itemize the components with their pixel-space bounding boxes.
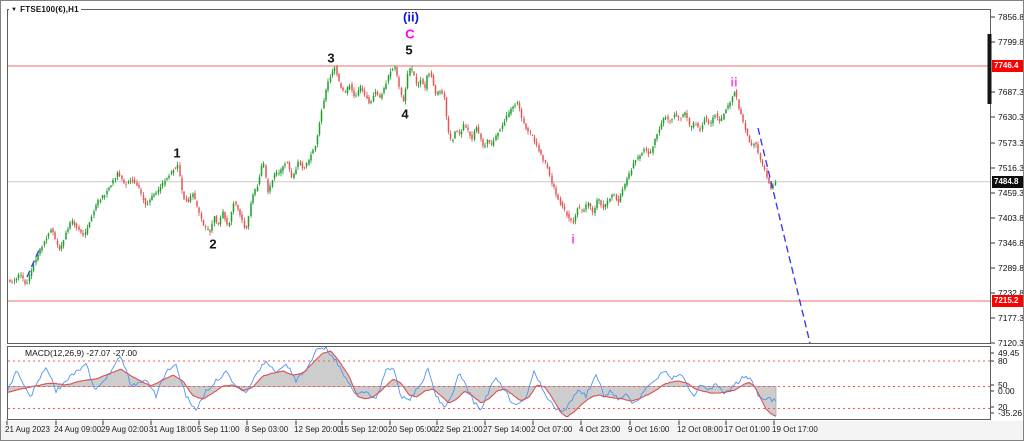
wave-label-i[interactable]: i [571, 231, 575, 247]
time-label[interactable]: 27 Sep 14:00 [483, 425, 531, 434]
price-tick-label: 7516.3 [998, 163, 1024, 173]
time-label[interactable]: 29 Aug 02:00 [101, 425, 149, 434]
scale-range-bar[interactable] [987, 34, 992, 104]
time-label[interactable]: 20 Sep 05:00 [388, 425, 436, 434]
wave-label-2[interactable]: 2 [209, 236, 217, 252]
mini-trend-line[interactable] [26, 249, 40, 278]
time-label[interactable]: 15 Sep 12:00 [340, 425, 388, 434]
price-tick-label: 7856.8 [998, 12, 1024, 22]
wave-label-1[interactable]: 1 [173, 145, 181, 161]
wave-label-ii[interactable]: (ii) [403, 9, 419, 25]
indicator-scale-label: 50 [998, 380, 1008, 390]
price-tick-label: 7403.8 [998, 213, 1024, 223]
macd-signal-line [8, 350, 777, 418]
price-tick-label: 7630.3 [998, 112, 1024, 122]
macd-fast-line [8, 347, 777, 412]
time-label[interactable]: 22 Sep 21:00 [435, 425, 483, 434]
time-label[interactable]: 24 Aug 09:00 [54, 425, 102, 434]
time-label[interactable]: 12 Oct 08:00 [677, 425, 723, 434]
time-axis-strip [1, 421, 1023, 440]
price-tick-label: 7289.8 [998, 263, 1024, 273]
time-label[interactable]: 17 Oct 01:00 [724, 425, 770, 434]
indicator-scale-label: -35.26 [998, 408, 1023, 418]
time-label[interactable]: 19 Oct 17:00 [772, 425, 818, 434]
symbol-label[interactable]: ▼ FTSE100(€),H1 [9, 5, 81, 14]
symbol-text: FTSE100(€),H1 [20, 5, 79, 14]
indicator-scale-label: 20 [998, 402, 1008, 412]
wave-label-3[interactable]: 3 [327, 50, 335, 66]
time-label[interactable]: 2 Oct 07:00 [531, 425, 573, 434]
wave-label-C[interactable]: C [405, 26, 415, 42]
time-label[interactable]: 4 Oct 23:00 [579, 425, 621, 434]
projection-line[interactable] [757, 127, 811, 344]
macd-plot [8, 347, 990, 418]
price-badge-line-level: 7215.2 [992, 295, 1023, 307]
price-tick-label: 7459.3 [998, 188, 1024, 198]
price-tick-label: 7573.3 [998, 138, 1024, 148]
time-label[interactable]: 8 Sep 03:00 [245, 425, 289, 434]
time-label[interactable]: 21 Aug 2023 [5, 425, 50, 434]
candles-layer [9, 64, 777, 286]
price-tick-label: 7232.8 [998, 288, 1024, 298]
price-tick-label: 7346.8 [998, 238, 1024, 248]
wave-label-4[interactable]: 4 [401, 106, 409, 122]
time-label[interactable]: 9 Oct 16:00 [628, 425, 670, 434]
price-badge-last-price: 7484.8 [992, 176, 1023, 188]
price-tick-label: 7120.3 [998, 338, 1024, 348]
time-label[interactable]: 12 Sep 20:00 [294, 425, 342, 434]
indicator-scale-label: 80 [998, 356, 1008, 366]
price-tick-label: 7799.8 [998, 37, 1024, 47]
indicator-scale-label: 0.00 [998, 386, 1015, 396]
wave-label-5[interactable]: 5 [405, 42, 413, 58]
dropdown-arrow-icon: ▼ [11, 7, 18, 13]
price-tick-label: 7687.3 [998, 87, 1024, 97]
time-label[interactable]: 31 Aug 18:00 [149, 425, 197, 434]
time-label[interactable]: 5 Sep 11:00 [197, 425, 240, 434]
price-badge-line-level: 7746.4 [992, 60, 1023, 72]
indicator-title: MACD(12,26,9) -27.07 -27.00 [25, 348, 137, 358]
price-pane-border [7, 9, 991, 344]
wave-label-ii[interactable]: ii [730, 74, 738, 90]
indicator-scale-label: 49.45 [998, 348, 1020, 358]
price-tick-label: 7177.3 [998, 313, 1024, 323]
